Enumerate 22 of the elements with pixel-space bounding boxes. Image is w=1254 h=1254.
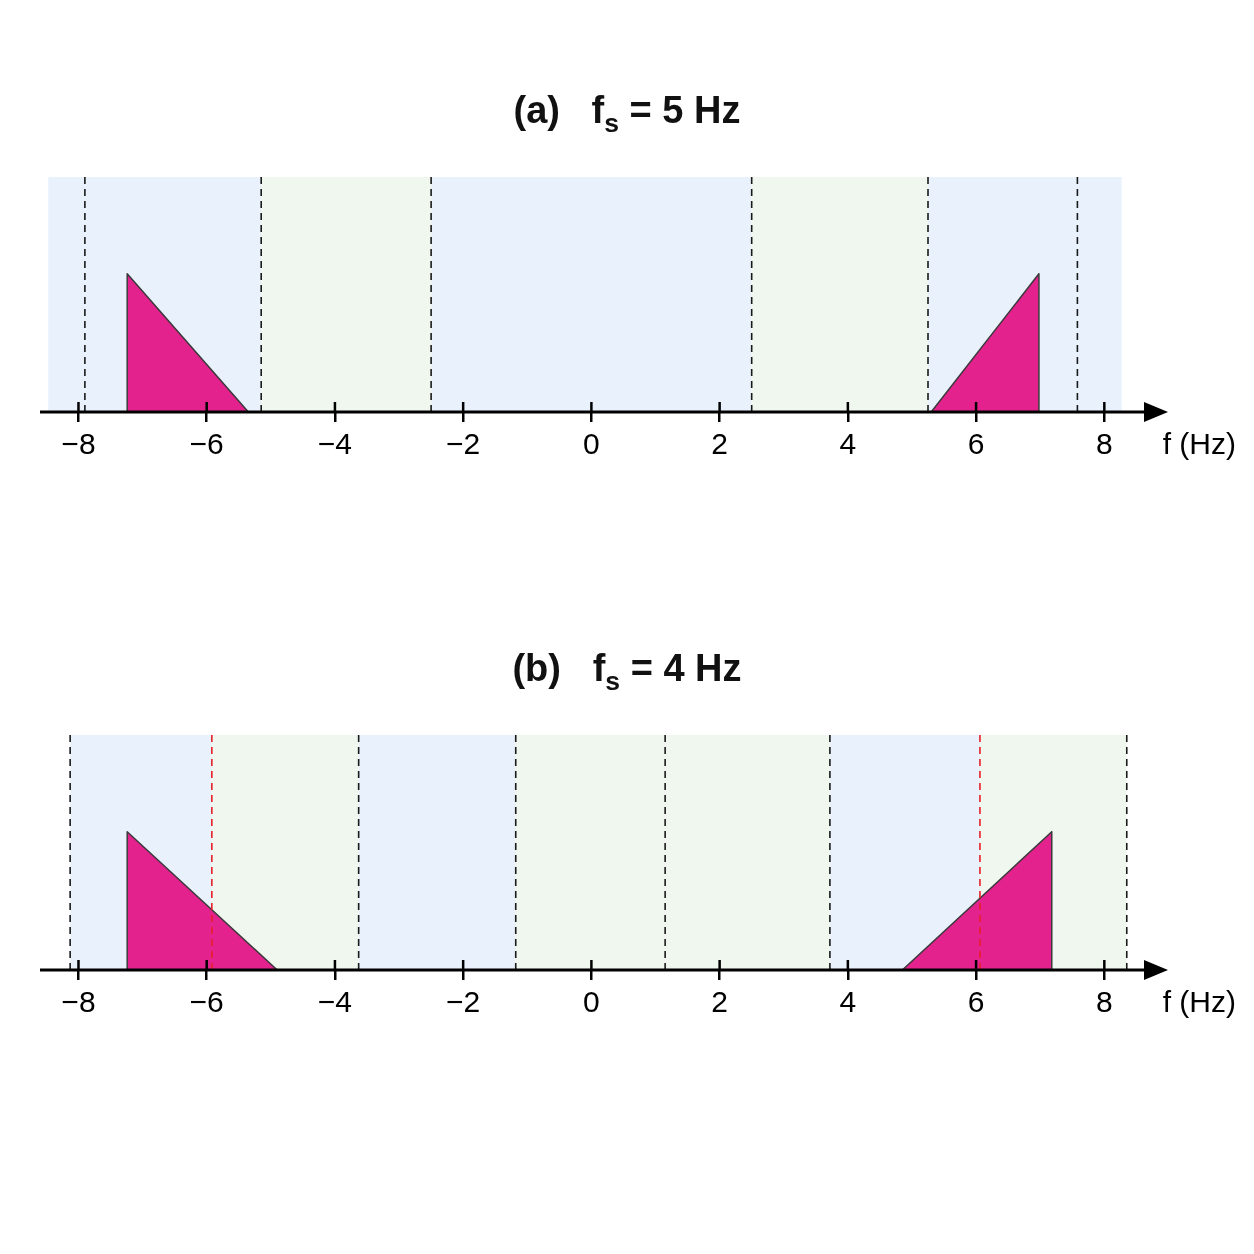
x-tick-label: −8 bbox=[61, 985, 96, 1019]
chart-title: (b) f$_{s}$ = 4 Hz bbox=[511, 646, 743, 699]
x-tick-label: 4 bbox=[839, 427, 857, 461]
x-tick-label: −2 bbox=[446, 985, 481, 1019]
x-tick-label: 8 bbox=[1095, 427, 1113, 461]
x-tick-label: 8 bbox=[1095, 985, 1113, 1019]
x-axis-title: f (Hz) bbox=[1162, 985, 1236, 1019]
x-tick-label: 4 bbox=[839, 985, 857, 1019]
x-tick-label: −4 bbox=[317, 985, 353, 1019]
x-tick-label: −8 bbox=[61, 427, 96, 461]
x-tick-label: −6 bbox=[189, 985, 224, 1019]
x-tick-label: −4 bbox=[317, 427, 353, 461]
x-tick-label: 6 bbox=[967, 985, 985, 1019]
x-tick-label: 0 bbox=[583, 427, 600, 461]
x-tick-label: 2 bbox=[711, 427, 728, 461]
x-axis-title: f (Hz) bbox=[1162, 427, 1236, 461]
chart-title: (a) f$_{s}$ = 5 Hz bbox=[512, 88, 742, 141]
x-tick-label: 0 bbox=[583, 985, 600, 1019]
x-tick-label: −6 bbox=[189, 427, 224, 461]
x-tick-label: 2 bbox=[711, 985, 728, 1019]
x-tick-label: 6 bbox=[967, 427, 985, 461]
x-tick-label: −2 bbox=[446, 427, 481, 461]
